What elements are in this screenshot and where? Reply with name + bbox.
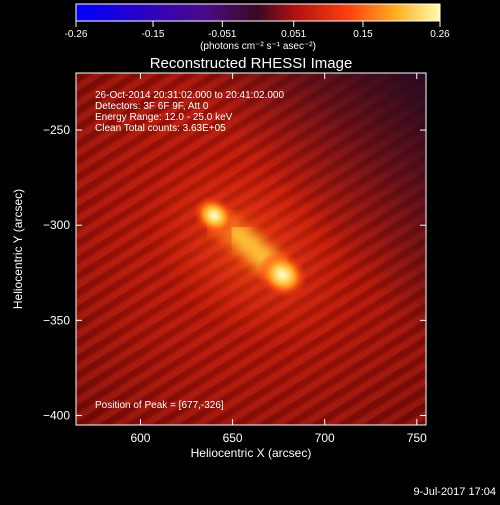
emission-source [257,251,308,299]
y-axis-tick-label: −400 [43,408,70,422]
colorbar-gradient [75,3,441,22]
x-axis-label: Heliocentric X (arcsec) [191,446,312,460]
annotation-line: Energy Range: 12.0 - 25.0 keV [95,112,233,123]
colorbar: -0.26 -0.15 -0.051 0.051 0.15 0.26 (photons c… [65,3,450,52]
emission-source [193,196,235,236]
y-axis-tick-label: −350 [43,313,70,327]
colorbar-tick-label: -0.15 [142,29,165,40]
plot-title: Reconstructed RHESSI Image [150,55,353,72]
colorbar-tick-label: -0.051 [208,29,237,40]
y-axis-tick-label: −250 [43,123,70,137]
x-axis-tick-label: 600 [130,431,150,445]
y-axis-tick-label: −300 [43,218,70,232]
y-axis: −250 −300 −350 −400 [43,123,426,422]
colorbar-ticks: -0.26 -0.15 -0.051 0.051 0.15 0.26 [65,21,450,40]
x-axis-tick-label: 650 [223,431,243,445]
y-axis-label: Heliocentric Y (arcsec) [11,189,25,309]
colorbar-tick-label: 0.051 [281,29,306,40]
x-axis-tick-label: 750 [407,431,427,445]
peak-position-label: Position of Peak = [677,-326] [95,400,224,411]
annotation-line: 26-Oct-2014 20:31:02.000 to 20:41:02.000 [95,90,284,101]
colorbar-tick-label: -0.26 [65,29,88,40]
image-annotations: 26-Oct-2014 20:31:02.000 to 20:41:02.000… [95,90,284,134]
emission-sources [193,196,308,299]
annotation-line: Clean Total counts: 3.63E+05 [95,123,226,134]
footer-date: 9-Jul-2017 17:04 [413,486,496,498]
solar-image [76,73,426,425]
colorbar-tick-label: 0.26 [430,29,450,40]
plot-frame [75,72,427,426]
colorbar-units-label: (photons cm⁻² s⁻¹ asec⁻²) [200,41,316,52]
x-axis: 600 650 700 750 [130,73,427,445]
x-axis-tick-label: 700 [315,431,335,445]
annotation-line: Detectors: 3F 6F 9F, Att 0 [95,101,209,112]
colorbar-tick-label: 0.15 [353,29,373,40]
